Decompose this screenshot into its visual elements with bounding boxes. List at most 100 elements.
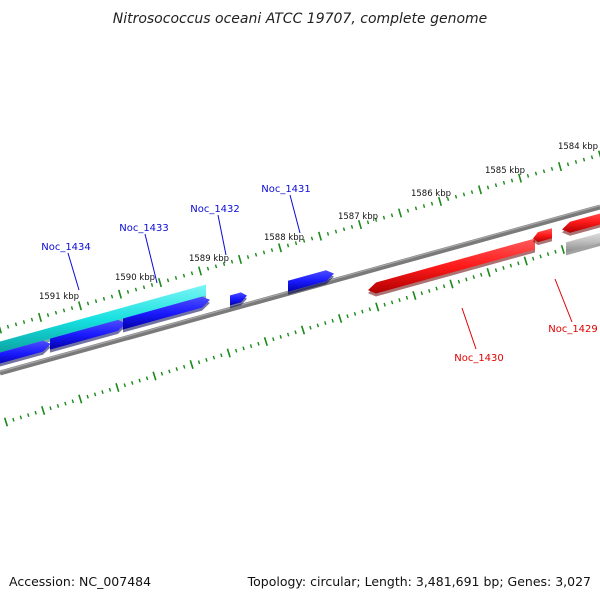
highlight-band [0, 284, 206, 353]
inner-tick [257, 341, 260, 346]
inner-tick [226, 348, 231, 358]
scale-label: 1590 kbp [115, 273, 155, 283]
gene-label[interactable]: Noc_1430 [454, 353, 504, 364]
gene-noc-1435 [0, 340, 51, 364]
inner-tick [93, 392, 97, 397]
outer-tick [117, 289, 123, 299]
outer-tick [454, 194, 458, 199]
inner-tick [279, 334, 282, 339]
inner-tick [405, 295, 409, 300]
gene-noc-1429 [533, 228, 552, 243]
inner-tick [472, 275, 475, 280]
outer-tick-ring [0, 150, 600, 334]
outer-tick [102, 296, 106, 301]
scale-label: 1589 kbp [189, 254, 229, 264]
inner-tick [457, 279, 461, 284]
inner-tick [12, 417, 15, 422]
inner-tick [71, 399, 75, 404]
inner-tick [560, 244, 565, 255]
outer-tick [237, 254, 243, 264]
outer-tick [62, 308, 66, 313]
outer-tick [534, 171, 538, 176]
inner-tick [309, 325, 312, 330]
outer-tick [550, 166, 554, 171]
gene-noc-1433 [123, 296, 210, 330]
inner-tick [398, 298, 401, 303]
scale-label: 1587 kbp [338, 212, 378, 222]
outer-tick [110, 294, 114, 299]
inner-tick [486, 267, 491, 278]
outer-tick [262, 250, 266, 255]
outer-tick [477, 185, 483, 195]
inner-tick [49, 406, 52, 411]
gene-label[interactable]: Noc_1434 [41, 242, 91, 253]
inner-tick [502, 265, 505, 270]
inner-tick [294, 330, 297, 335]
gene-noc-1434 [50, 319, 126, 350]
outer-tick [134, 287, 138, 292]
outer-tick [446, 197, 450, 202]
outer-tick [342, 227, 346, 232]
outer-tick [0, 326, 3, 334]
map-title: Nitrosococcus oceani ATCC 19707, complet… [113, 11, 488, 27]
outer-tick [254, 252, 258, 257]
outer-tick [510, 178, 514, 183]
inner-tick [338, 313, 343, 324]
gene-label[interactable]: Noc_1431 [261, 184, 311, 195]
outer-tick [422, 204, 426, 208]
inner-tick [272, 337, 275, 342]
inner-tick [189, 359, 194, 370]
inner-tick [324, 321, 327, 326]
outer-tick [270, 248, 274, 253]
outer-tick [470, 190, 474, 195]
gene-leader-line [289, 194, 301, 234]
outer-tick [77, 301, 83, 311]
gene-label[interactable]: Noc_1429 [548, 324, 598, 335]
scale-label: 1586 kbp [411, 189, 451, 199]
gene-leader-line [67, 252, 80, 291]
inner-tick [449, 279, 454, 289]
outer-tick [590, 155, 594, 160]
inner-tick [263, 336, 268, 347]
outer-tick [557, 162, 563, 172]
inner-tick [138, 378, 141, 383]
outer-tick [22, 320, 26, 324]
inner-tick [390, 300, 394, 305]
outer-tick [166, 278, 170, 283]
outer-tick [222, 262, 226, 266]
inner-tick [539, 254, 542, 259]
inner-tick [64, 401, 67, 406]
inner-tick [205, 357, 208, 362]
inner-tick [160, 371, 164, 376]
gene-label[interactable]: Noc_1433 [119, 223, 169, 234]
outer-tick [230, 259, 234, 264]
gene-noc-1432 [230, 292, 247, 306]
inner-tick [517, 261, 520, 266]
genome-summary: Topology: circular; Length: 3,481,691 bp… [247, 574, 591, 589]
inner-tick [145, 376, 149, 381]
outer-tick [206, 266, 210, 271]
gene-leader-line [217, 214, 227, 256]
outer-tick [406, 208, 410, 213]
outer-tick [54, 310, 58, 315]
outer-tick [94, 299, 98, 304]
inner-tick [101, 390, 104, 395]
outer-tick [582, 157, 586, 162]
gene-label[interactable]: Noc_1432 [190, 204, 240, 215]
outer-tick [526, 173, 530, 178]
outer-tick [334, 229, 338, 234]
outer-tick [517, 173, 523, 183]
outer-tick [142, 285, 146, 290]
inner-tick [27, 413, 30, 418]
inner-tick [509, 263, 513, 268]
outer-tick [182, 273, 186, 278]
outer-tick [310, 236, 314, 241]
gene-leader-line [554, 278, 573, 323]
outer-tick [70, 306, 74, 311]
inner-tick [546, 252, 550, 257]
outer-tick [382, 215, 386, 220]
scale-label: 1584 kbp [558, 142, 598, 152]
inner-tick [316, 323, 320, 328]
inner-tick [131, 380, 134, 385]
inner-tick [182, 364, 186, 369]
